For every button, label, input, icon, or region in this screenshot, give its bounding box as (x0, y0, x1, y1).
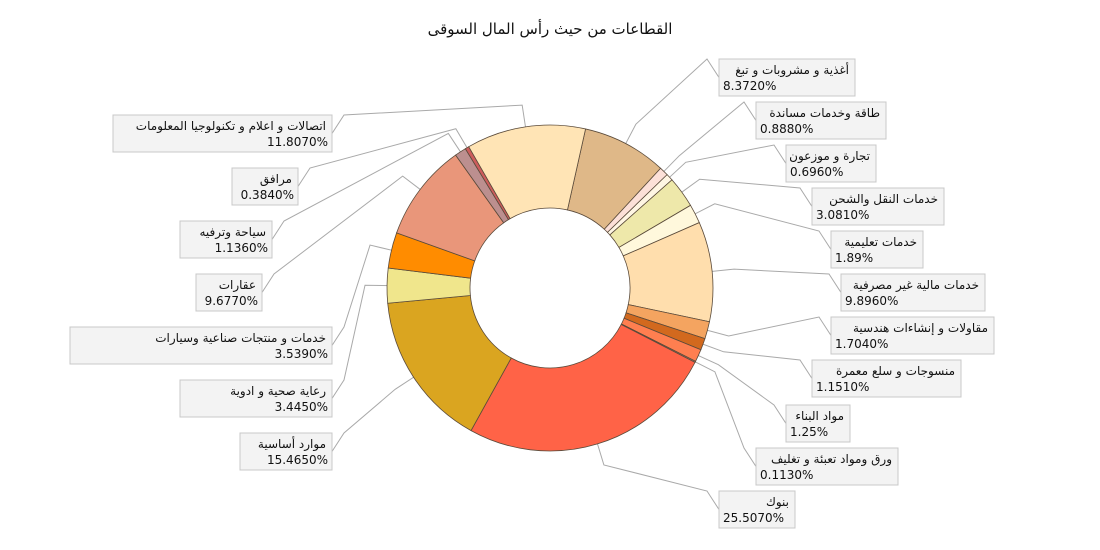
leader-line (659, 101, 757, 177)
slice-label-box (785, 144, 877, 183)
slice-label-box (231, 167, 299, 206)
slice-label: اتصالات و اعلام و تكنولوجيا المعلومات11.… (112, 114, 333, 153)
leader-line (689, 358, 757, 467)
slice-label-value: 3.5390% (275, 347, 328, 361)
slice-label-value: 8.3720% (723, 79, 776, 93)
slice-label-box (179, 220, 273, 259)
slice-label-name: مقاولات و إنشاءات هندسية (853, 321, 988, 336)
slice-label-name: مرافق (260, 172, 292, 187)
slice-label-name: تجارة و موزعون (789, 149, 870, 164)
slice-label-value: 0.8880% (760, 122, 813, 136)
leader-line (331, 284, 394, 399)
slice-label-value: 0.1130% (760, 468, 813, 482)
slice-label-value: 0.6960% (790, 165, 843, 179)
slice-label-value: 9.8960% (845, 294, 898, 308)
leader-lines (261, 58, 842, 510)
slice-label-name: خدمات و منتجات صناعية وسيارات (155, 331, 326, 346)
slice-label-box (239, 432, 333, 471)
donut-slice (468, 124, 587, 220)
slice-label-box (195, 273, 263, 312)
slice-label-value: 1.7040% (835, 337, 888, 351)
slice-label-name: ورق ومواد تعبئة و تغليف (771, 452, 892, 467)
slice-label-box (755, 447, 899, 486)
donut-slices (386, 124, 714, 452)
slice-label-name: خدمات مالية غير مصرفية (853, 278, 979, 293)
leader-line (261, 175, 426, 293)
leader-line (689, 203, 832, 250)
slice-label-box (830, 230, 924, 269)
slice-label-value: 1.1510% (816, 380, 869, 394)
slice-label-value: 1.1360% (215, 241, 268, 255)
leader-line (331, 373, 419, 452)
leader-line (331, 244, 398, 346)
leader-line (664, 144, 787, 182)
slice-label: خدمات تعليمية 1.89% (830, 230, 924, 269)
slice-label-value: 25.5070% (723, 511, 784, 525)
slice-label-name: مواد البناء (795, 409, 844, 424)
leader-line (595, 438, 720, 510)
slice-label-name: اتصالات و اعلام و تكنولوجيا المعلومات (136, 119, 326, 134)
leader-line (692, 352, 787, 424)
slice-label-name: رعاية صحية و ادوية (230, 384, 326, 399)
leader-line (271, 132, 465, 240)
slice-label-box (811, 359, 962, 398)
slice-label-name: بنوك (766, 495, 789, 510)
slice-label-name: عقارات (219, 278, 256, 293)
slice-label-value: 3.4450% (275, 400, 328, 414)
slice-label-box (840, 273, 986, 312)
slice-label-name: خدمات تعليمية (844, 235, 917, 249)
slice-label-name: منسوجات و سلع معمرة (836, 364, 955, 379)
slice-label-name: سياحة وترفيه (199, 225, 266, 240)
slice-label-name: أغذية و مشروبات و تبغ (735, 62, 849, 78)
slice-label-value: 11.8070% (267, 135, 328, 149)
leader-line (331, 104, 527, 134)
slice-label-box (830, 316, 995, 355)
leader-line (676, 178, 813, 207)
slice-label-name: طاقة وخدمات مساندة (769, 106, 880, 121)
slice-label-value: 0.3840% (241, 188, 294, 202)
leader-line (701, 316, 832, 337)
slice-label-box (755, 101, 887, 140)
leader-line (697, 341, 813, 379)
slice-label-box (112, 114, 333, 153)
leader-line (622, 58, 720, 150)
slice-label-name: موارد أساسية (258, 436, 326, 452)
leader-line (706, 268, 842, 293)
leader-line (297, 128, 471, 187)
slice-label-value: 1.25% (790, 425, 828, 439)
slice-label-value: 1.89% (835, 251, 873, 265)
slice-label-value: 15.4650% (267, 453, 328, 467)
slice-label-box (718, 58, 856, 97)
donut-slice (470, 323, 696, 452)
slice-label-name: خدمات النقل والشحن (829, 192, 938, 207)
slice-label-box (811, 187, 945, 226)
slice-label-value: 9.6770% (205, 294, 258, 308)
chart-title: القطاعات من حيث رأس المال السوقى (428, 19, 673, 38)
slice-label-box (785, 404, 851, 443)
slice-label-value: 3.0810% (816, 208, 869, 222)
slice-label-box (179, 379, 333, 418)
slice-label-box (718, 490, 796, 529)
slice-label-box (69, 326, 333, 365)
